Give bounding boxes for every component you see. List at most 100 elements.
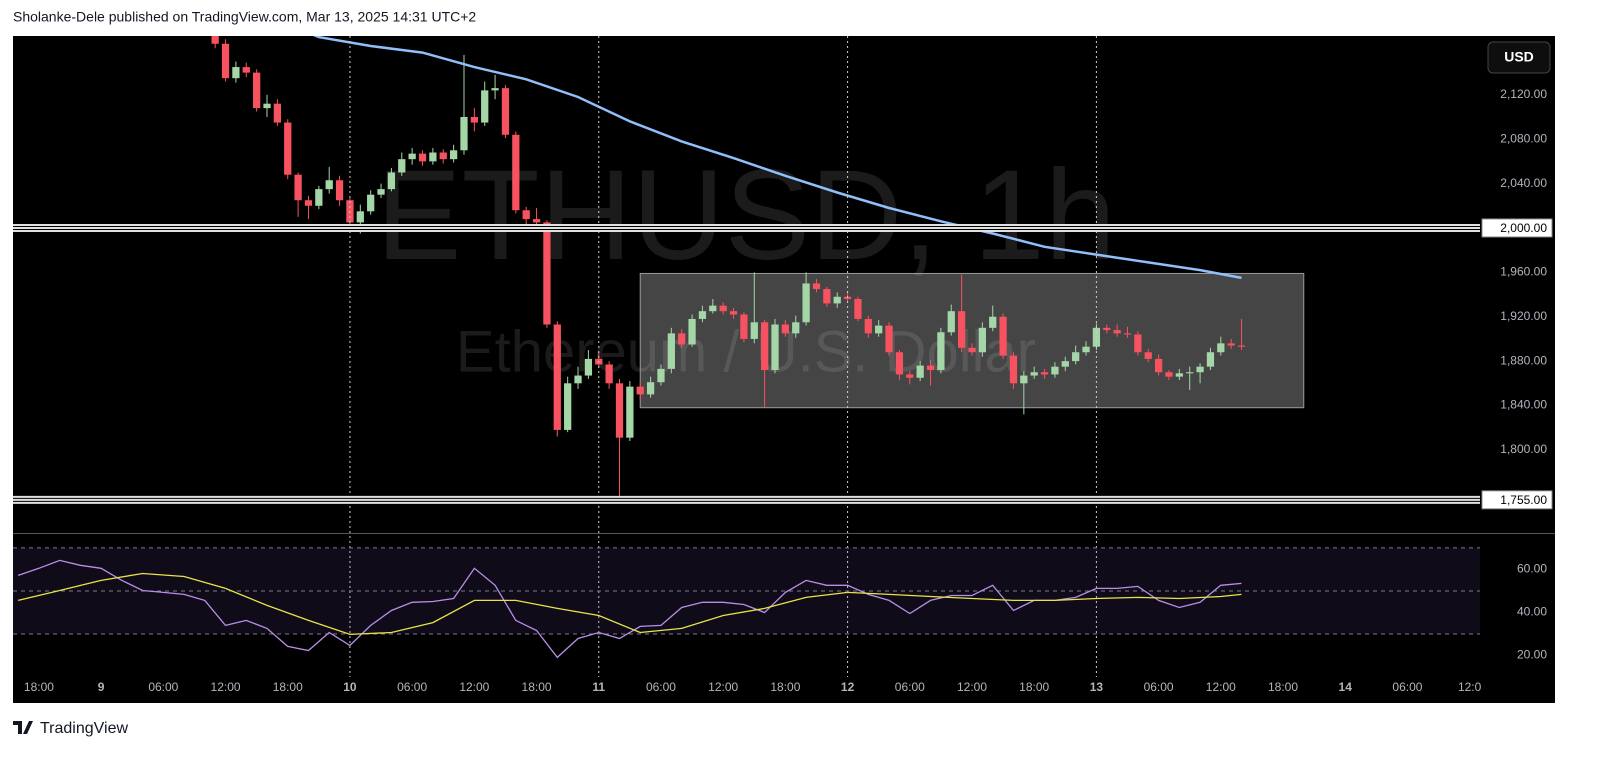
candle-body (968, 347, 976, 353)
candle-body (1186, 372, 1194, 374)
level-label-box (1481, 218, 1553, 238)
candle-body (864, 318, 872, 334)
candle-body (1103, 327, 1111, 331)
candle-body (408, 153, 416, 160)
rsi-line (18, 572, 1242, 636)
x-tick-label: 06:00 (1144, 680, 1174, 694)
currency-label[interactable]: USD (1504, 49, 1534, 65)
candle-body (729, 311, 738, 315)
candle-body (325, 180, 333, 190)
candle-body (771, 324, 779, 370)
x-tick-label: 18:00 (24, 680, 54, 694)
level-label: 2,000.00 (1500, 221, 1547, 235)
candle-body (356, 211, 364, 223)
x-tick-label: 18:00 (770, 680, 800, 694)
candle-body (501, 88, 510, 135)
candle-body (460, 117, 468, 151)
chart-layer: 1,800.00 1,840.00 1,880.00 1,920.00 1,960.00… (13, 36, 1553, 694)
candle-body (543, 222, 551, 325)
logo-mark (13, 721, 33, 734)
candle-body (626, 386, 634, 438)
x-tick-label: 18:00 (522, 680, 552, 694)
candle-body (750, 322, 758, 339)
candle-body (719, 305, 727, 312)
x-tick-label: 12:0 (1458, 680, 1482, 694)
candle-body (232, 67, 240, 79)
candle-body (1113, 330, 1121, 334)
candle-body (377, 189, 385, 195)
candle-body (895, 352, 904, 375)
candle-body (253, 72, 261, 109)
x-tick-label: 13 (1090, 680, 1104, 694)
candle-body (926, 365, 935, 370)
candle-body (947, 311, 955, 333)
candle-body (678, 333, 686, 345)
moving-average (313, 36, 1242, 280)
currency-button[interactable] (1487, 41, 1551, 74)
candle-body (1165, 372, 1173, 377)
candle-body (823, 288, 831, 304)
candle-body (636, 386, 644, 395)
candle-body (937, 332, 945, 370)
candle-body (584, 358, 593, 376)
candle-body (439, 152, 447, 160)
candle-body (294, 174, 302, 201)
candle-body (470, 117, 478, 123)
candle-body (1237, 345, 1246, 347)
candle-body (698, 311, 707, 319)
candle-body (989, 316, 997, 328)
candle-body (512, 134, 520, 211)
candle-body (387, 172, 396, 190)
candle-body (1144, 352, 1152, 359)
x-tick-label: 06:00 (397, 680, 427, 694)
candle-body (315, 189, 323, 206)
y-tick-label: 2,120.00 (1500, 87, 1547, 101)
candle-body (978, 327, 986, 353)
candle-body (1123, 333, 1132, 335)
candle-body (833, 296, 841, 304)
candle-body (906, 374, 914, 378)
x-tick-label: 06:00 (646, 680, 676, 694)
y-tick-label: 1,880.00 (1500, 353, 1547, 367)
candle-body (781, 324, 790, 334)
candle-body (1082, 346, 1090, 353)
candle-body (740, 314, 748, 339)
candle-body (657, 368, 665, 383)
candle-body (615, 383, 624, 438)
candle-body (491, 88, 499, 91)
y-tick-label: 60.00 (1517, 562, 1547, 576)
candle-body (916, 365, 924, 378)
candle-body (605, 364, 613, 384)
x-tick-label: 11 (592, 680, 605, 694)
x-tick-label: 06:00 (1392, 680, 1422, 694)
header: Sholanke-Dele published on TradingView.c… (13, 9, 476, 25)
y-tick-label: 1,840.00 (1500, 398, 1547, 412)
x-tick-label: 12:00 (459, 680, 489, 694)
y-tick-label: 1,800.00 (1500, 442, 1547, 456)
candle-body (1061, 361, 1069, 367)
candle-body (1020, 375, 1028, 384)
candle-body (1196, 366, 1204, 373)
candle-body (522, 210, 530, 220)
footer-brand: TradingView (40, 720, 128, 737)
candle-body (532, 219, 541, 223)
candle-body (263, 103, 271, 109)
candle-body (221, 43, 230, 79)
candle-body (802, 283, 810, 323)
y-tick-label: 20.00 (1517, 648, 1547, 662)
candle-body (273, 103, 281, 123)
x-tick-label: 12 (841, 680, 855, 694)
range-box (639, 272, 1305, 409)
watermark-symbol: ETHUSD, 1h (376, 144, 1116, 287)
rsi-band (13, 547, 1480, 634)
candle-body (1051, 366, 1059, 375)
candle-body (1134, 334, 1142, 353)
candle-body (1217, 343, 1225, 353)
x-tick-label: 18:00 (273, 680, 303, 694)
candle-body (792, 322, 800, 334)
x-tick-label: 12:00 (1206, 680, 1236, 694)
candle-body (709, 305, 717, 312)
y-tick-label: 2,080.00 (1500, 131, 1547, 145)
candle-body (429, 152, 437, 162)
